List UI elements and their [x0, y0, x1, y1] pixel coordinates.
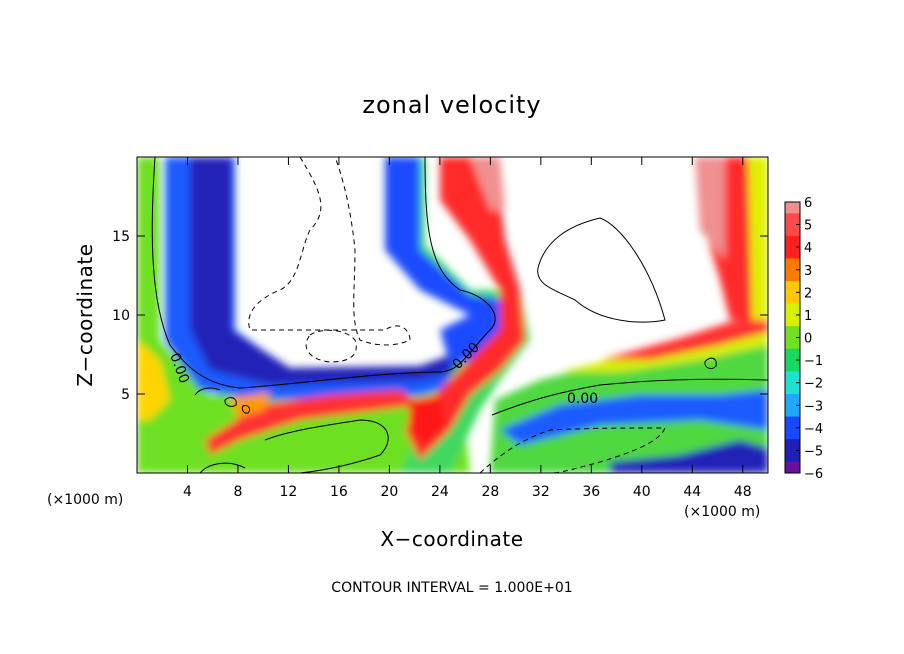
colorbar: 6 5 4 3 2 1 0 −1 −2 −3 −4 −5 −6	[784, 196, 823, 482]
colorbar-tick-label: 4	[804, 241, 812, 256]
colorbar-swatch	[785, 382, 800, 395]
left-deep-blue-column	[190, 157, 462, 385]
y-tick-label: 5	[121, 387, 130, 403]
contour-small-right	[704, 357, 717, 370]
y-tick-label: 10	[112, 308, 130, 324]
x-tick-label: 24	[431, 484, 449, 500]
colorbar-tick-label: −5	[804, 444, 823, 459]
x-tick-label: 48	[734, 484, 752, 500]
right-red-band	[600, 315, 768, 360]
z-unit-note: (×1000 m)	[684, 504, 760, 520]
colorbar-tick-label: 2	[804, 286, 812, 301]
colorbar-tick-label: −2	[804, 377, 823, 392]
colorbar-swatch	[785, 314, 800, 327]
chart-title: zonal velocity	[362, 91, 541, 119]
colorbar-tick-label: 5	[804, 219, 812, 234]
velocity-field	[137, 157, 768, 473]
colorbar-tick-label: 0	[804, 332, 812, 347]
x-tick-label: 40	[633, 484, 651, 500]
right-blue-band	[500, 390, 768, 445]
contour-zero-left	[151, 157, 496, 389]
y-axis: 5 10 15	[112, 229, 768, 403]
colorbar-tick-label: 6	[804, 196, 812, 211]
colorbar-swatch	[785, 371, 800, 384]
right-pink-column	[695, 157, 725, 260]
central-red-knot	[408, 395, 445, 445]
central-red-ridge	[405, 157, 525, 460]
x-tick-label: 12	[280, 484, 298, 500]
contour-label-right: 0.00	[567, 391, 598, 407]
contour-solid-lower	[264, 419, 389, 473]
right-deep-blue-patch	[610, 440, 768, 473]
contour-dashed-2	[305, 329, 357, 363]
contour-interval-note: CONTOUR INTERVAL = 1.000E+01	[331, 580, 572, 596]
colorbar-swatch	[785, 224, 800, 237]
colorbar-swatch	[785, 213, 800, 226]
contour-lines	[151, 157, 768, 473]
right-yellow-band	[560, 320, 768, 372]
colorbar-swatch	[785, 416, 800, 429]
x-tick-label: 32	[532, 484, 550, 500]
colorbar-tick-label: −3	[804, 399, 823, 414]
colorbar-swatch	[785, 326, 800, 338]
contour-closed-right	[537, 217, 666, 323]
y-axis-label: Z−coordinate	[73, 243, 97, 386]
y-tick-label: 15	[112, 229, 130, 245]
x-tick-label: 28	[481, 484, 499, 500]
x-tick-label: 4	[183, 484, 192, 500]
contour-zero-right	[491, 378, 768, 416]
colorbar-swatch	[785, 281, 800, 293]
x-tick-label: 36	[582, 484, 600, 500]
colorbar-swatch	[785, 235, 800, 248]
contour-small-left-2	[241, 405, 251, 414]
x-unit-note: (×1000 m)	[47, 492, 123, 508]
contour-left-spur	[194, 387, 221, 396]
colorbar-tick-label: −6	[804, 467, 823, 482]
colorbar-swatch	[785, 269, 800, 282]
colorbar-swatch	[785, 461, 800, 474]
x-tick-label: 16	[330, 484, 348, 500]
colorbar-swatch	[785, 348, 800, 361]
contour-small-left-1	[224, 397, 237, 407]
colorbar-swatch	[785, 258, 800, 271]
central-pink-crest	[470, 157, 505, 210]
contour-lower-curve	[199, 462, 246, 473]
x-tick-label: 44	[683, 484, 701, 500]
x-tick-label: 20	[380, 484, 398, 500]
colorbar-tick-label: −4	[804, 422, 823, 437]
colorbar-swatch	[785, 450, 800, 463]
right-yellow-edge	[748, 157, 768, 320]
lower-left-yellow-patch	[137, 340, 170, 420]
lower-left-orange-patch	[230, 392, 270, 418]
colorbar-tick-label: 3	[804, 264, 812, 279]
colorbar-swatch	[785, 292, 800, 305]
colorbar-swatch	[785, 427, 800, 440]
colorbar-swatch	[785, 360, 800, 372]
colorbar-swatch	[785, 247, 800, 259]
x-tick-label: 8	[233, 484, 242, 500]
colorbar-swatch	[785, 393, 800, 406]
colorbar-swatch	[785, 337, 800, 350]
colorbar-swatch	[785, 202, 800, 214]
colorbar-swatch	[785, 303, 800, 316]
x-axis: 4 8 12 16 20 24 28 32 36 40 44 48	[183, 157, 752, 500]
central-blue-branch	[385, 157, 505, 365]
colorbar-tick-label: −1	[804, 354, 823, 369]
colorbar-swatch	[785, 405, 800, 418]
colorbar-swatch	[785, 439, 800, 451]
x-axis-label: X−coordinate	[380, 527, 523, 551]
contour-dashed-1	[248, 157, 411, 346]
colorbar-tick-label: 1	[804, 309, 812, 324]
